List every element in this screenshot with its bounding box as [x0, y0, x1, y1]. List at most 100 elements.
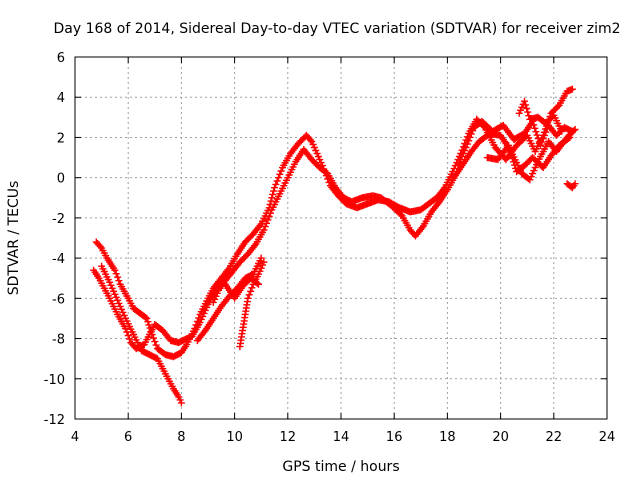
- y-tick-label: 2: [57, 131, 65, 146]
- y-axis-title: SDTVAR / TECUs: [6, 181, 22, 296]
- data-point: [314, 153, 322, 160]
- x-tick-label: 22: [546, 430, 563, 445]
- data-point: [530, 121, 538, 129]
- data-point: [568, 85, 576, 93]
- series-track-6: [209, 274, 263, 306]
- data-point: [209, 298, 217, 306]
- data-point: [568, 127, 576, 135]
- data-point: [260, 226, 268, 234]
- data-point: [462, 144, 470, 151]
- series-track-8: [483, 133, 574, 176]
- data-point: [523, 105, 531, 112]
- data-point: [114, 273, 122, 281]
- data-point: [145, 321, 153, 329]
- data-point: [466, 133, 474, 141]
- data-point: [264, 216, 272, 224]
- x-tick-label: 8: [177, 430, 185, 445]
- data-point: [263, 219, 270, 227]
- y-tick-label: -6: [52, 292, 65, 307]
- y-tick-label: -10: [44, 373, 65, 388]
- data-point: [533, 131, 541, 139]
- data-point: [106, 278, 114, 286]
- data-point: [273, 177, 281, 185]
- data-point: [527, 173, 535, 181]
- y-tick-label: 6: [57, 51, 65, 66]
- data-point: [150, 334, 157, 342]
- data-points: [90, 85, 579, 407]
- y-tick-label: -4: [52, 252, 65, 267]
- data-point: [564, 135, 572, 142]
- data-point: [537, 142, 544, 149]
- data-point: [566, 133, 574, 141]
- x-axis-title: GPS time / hours: [282, 459, 399, 475]
- data-point: [522, 101, 530, 109]
- data-point: [112, 270, 120, 278]
- data-point: [151, 338, 159, 346]
- data-point: [276, 170, 284, 178]
- data-point: [532, 128, 540, 136]
- series-track-10: [563, 180, 579, 192]
- data-point: [152, 341, 160, 349]
- data-point: [554, 103, 562, 111]
- data-point: [558, 127, 566, 135]
- data-point: [507, 148, 515, 156]
- y-tick-label: -8: [52, 333, 65, 348]
- chart-title: Day 168 of 2014, Sidereal Day-to-day VTE…: [54, 21, 621, 37]
- data-point: [244, 294, 252, 302]
- y-tick-label: -2: [52, 212, 65, 227]
- data-point: [261, 223, 269, 231]
- y-tick-label: 0: [57, 172, 65, 187]
- data-point: [268, 194, 276, 202]
- x-tick-label: 18: [439, 430, 456, 445]
- data-point: [196, 319, 204, 326]
- data-point: [469, 127, 477, 135]
- data-point: [467, 130, 475, 138]
- data-point: [126, 335, 133, 343]
- data-point: [124, 332, 132, 339]
- data-point: [524, 108, 532, 116]
- data-point: [541, 131, 548, 139]
- x-tick-label: 6: [124, 430, 132, 445]
- data-point: [521, 97, 528, 105]
- data-point: [542, 128, 550, 136]
- data-point: [463, 140, 471, 148]
- data-point: [255, 280, 263, 288]
- data-point: [144, 318, 152, 326]
- data-point: [397, 211, 405, 219]
- data-point: [275, 174, 282, 182]
- x-tick-label: 20: [492, 430, 509, 445]
- data-point: [177, 399, 185, 407]
- data-point: [306, 136, 314, 144]
- series-track-4: [193, 254, 265, 345]
- data-point: [96, 243, 104, 250]
- data-point: [457, 156, 465, 164]
- x-tick-label: 24: [599, 430, 616, 445]
- data-point: [111, 266, 119, 274]
- data-point: [114, 296, 122, 304]
- data-point: [143, 314, 151, 322]
- data-point: [245, 291, 253, 299]
- data-point: [567, 127, 575, 135]
- series-track-9: [515, 97, 566, 135]
- data-point: [267, 209, 274, 217]
- data-point: [510, 158, 518, 166]
- data-point: [142, 313, 149, 321]
- data-point: [269, 190, 277, 198]
- data-point: [265, 213, 273, 220]
- x-tick-label: 16: [386, 430, 403, 445]
- data-point: [511, 161, 519, 169]
- data-point: [247, 287, 255, 295]
- series-track-7: [454, 117, 576, 170]
- data-point: [253, 279, 261, 287]
- series-track-3: [98, 262, 185, 407]
- series-track-1: [92, 85, 576, 361]
- data-point: [506, 145, 514, 153]
- x-tick-label: 14: [333, 430, 350, 445]
- x-tick-label: 10: [226, 430, 243, 445]
- data-point: [115, 277, 123, 285]
- data-point: [248, 284, 256, 292]
- data-point: [509, 155, 517, 163]
- data-point: [271, 184, 278, 192]
